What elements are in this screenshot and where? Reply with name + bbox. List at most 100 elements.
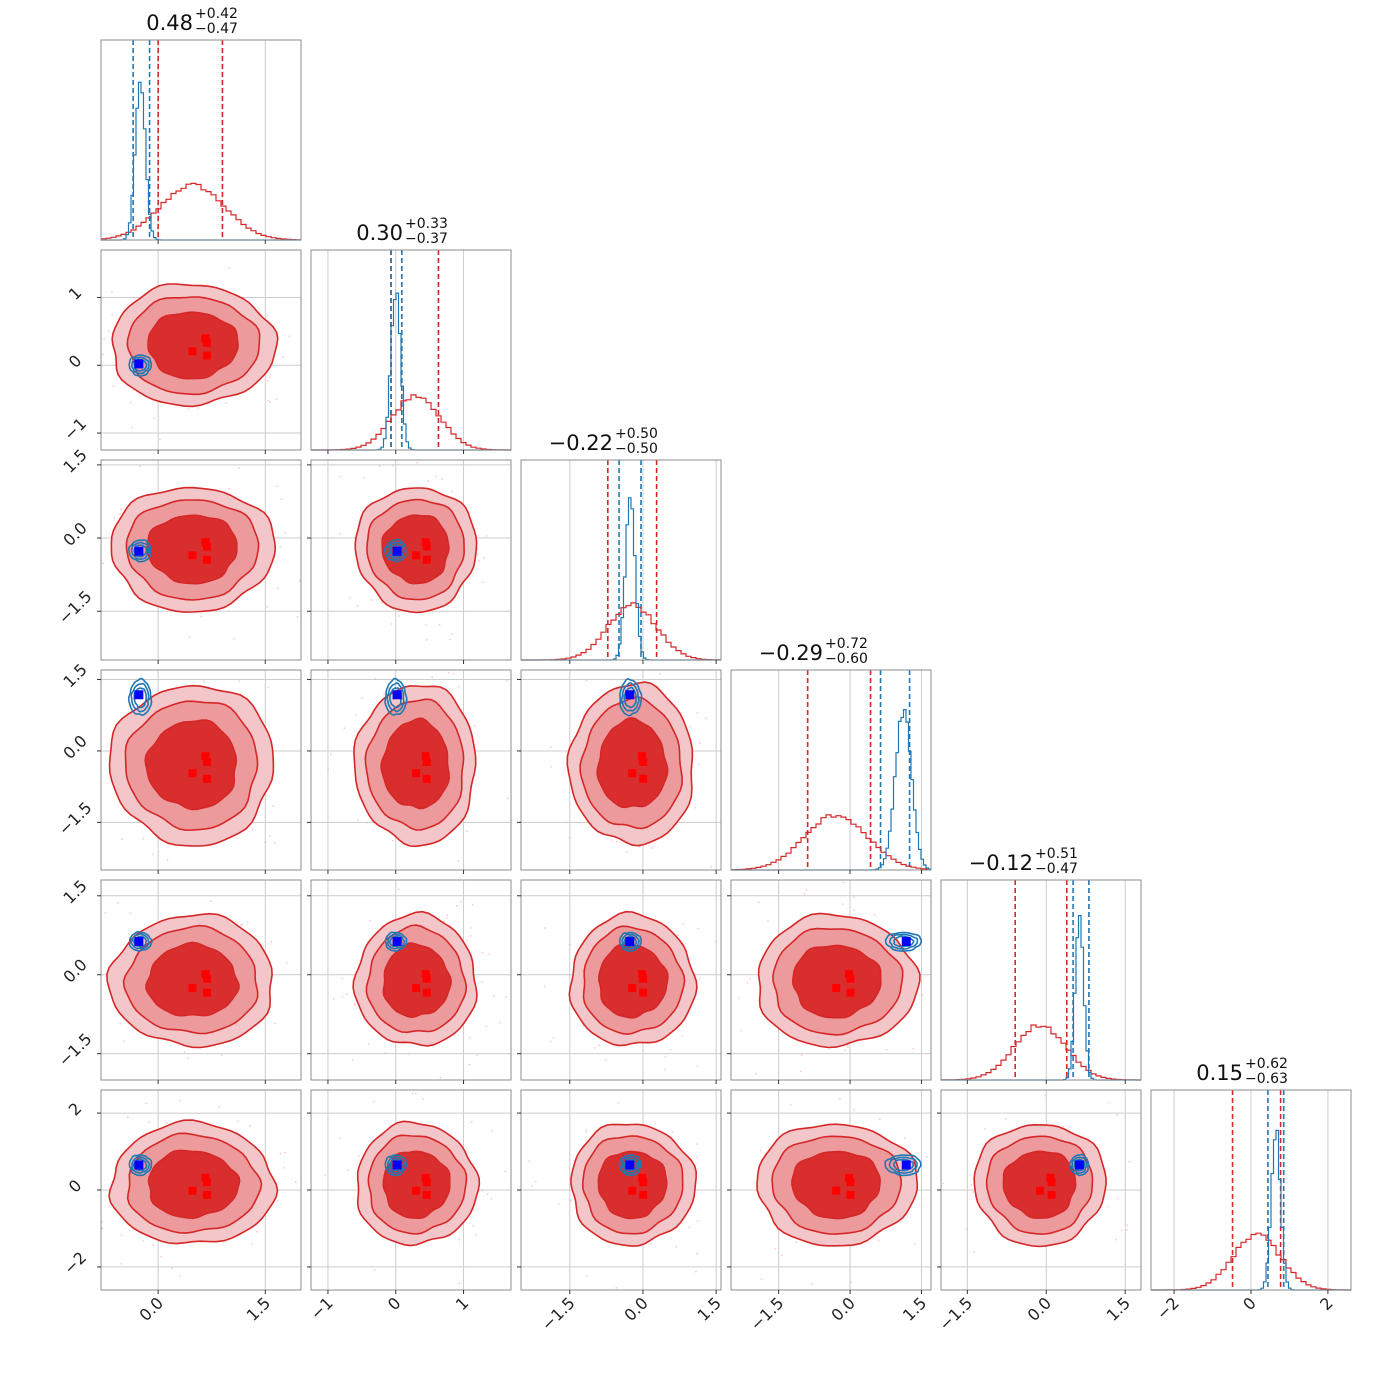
sample-point-2-0-59 xyxy=(284,531,286,534)
sample-point-2-1-66 xyxy=(427,480,429,482)
marker-red-3-0-0 xyxy=(188,769,197,778)
sample-point-4-3-41 xyxy=(800,1070,802,1073)
sample-point-5-2-1 xyxy=(585,1129,587,1131)
sample-point-4-1-62 xyxy=(481,981,483,984)
sample-point-1-0-82 xyxy=(266,379,269,382)
panel-frame-4-4 xyxy=(940,879,1142,1081)
sample-point-4-2-29 xyxy=(543,985,546,988)
xtick-label-1-0: −1 xyxy=(307,1293,337,1323)
sample-point-1-0-35 xyxy=(197,407,200,409)
sample-point-4-1-52 xyxy=(407,1053,410,1055)
sample-point-5-0-47 xyxy=(126,1116,129,1119)
marker-blue-3-2 xyxy=(625,690,635,700)
sample-point-4-3-59 xyxy=(842,881,845,884)
sample-point-3-1-56 xyxy=(361,696,363,699)
sample-point-3-1-40 xyxy=(438,884,440,886)
xtick-label-3-1: 0.0 xyxy=(827,1293,858,1324)
sample-point-4-3-26 xyxy=(873,913,876,916)
sample-point-1-0-10 xyxy=(267,399,269,402)
sample-point-4-3-39 xyxy=(912,1047,914,1050)
ytick-label-1-1: 0 xyxy=(65,351,86,372)
sample-point-1-0-16 xyxy=(111,314,114,316)
sample-point-4-2-71 xyxy=(684,943,687,945)
sample-point-1-0-81 xyxy=(112,385,115,388)
sample-point-4-1-4 xyxy=(439,1076,442,1079)
sample-point-1-0-59 xyxy=(187,407,190,410)
sample-point-5-0-46 xyxy=(81,1117,83,1119)
panel-content-3-1 xyxy=(311,661,537,886)
sample-point-2-1-39 xyxy=(348,597,351,600)
sample-point-5-4-12 xyxy=(1062,1125,1065,1128)
marker-red-4-2-3 xyxy=(638,970,647,979)
sample-point-4-2-83 xyxy=(651,872,653,874)
sample-point-4-0-54 xyxy=(94,919,96,921)
sample-point-4-2-82 xyxy=(696,1065,699,1067)
title-5: 0.15 +0.62−0.63 xyxy=(1196,1056,1288,1087)
sample-point-2-1-55 xyxy=(441,478,443,480)
ytick-label-2-2: 1.5 xyxy=(59,445,90,476)
contour-blue-4-2-2 xyxy=(618,931,643,952)
sample-point-2-0-72 xyxy=(277,587,279,590)
marker-red-3-2-0 xyxy=(628,769,637,778)
sample-point-2-1-53 xyxy=(381,601,383,604)
sample-point-5-1-25 xyxy=(422,1098,425,1100)
contour-blue-4-1-2 xyxy=(384,931,408,952)
sample-point-4-3-15 xyxy=(908,951,910,954)
sample-point-4-0-63 xyxy=(240,924,242,926)
panel-content-1-1 xyxy=(327,250,465,450)
sample-point-5-3-79 xyxy=(774,1247,777,1250)
sample-point-5-4-84 xyxy=(1107,1205,1110,1208)
marker-red-2-1-1 xyxy=(422,542,431,551)
sample-point-5-2-67 xyxy=(585,1131,588,1133)
sample-point-5-2-26 xyxy=(688,1226,691,1229)
sample-point-3-2-15 xyxy=(696,711,699,714)
sample-point-3-1-32 xyxy=(330,753,333,756)
sample-point-3-1-88 xyxy=(535,804,537,806)
ytick-label-2-1: 0.0 xyxy=(59,518,90,549)
sample-point-2-1-56 xyxy=(390,623,393,625)
marker-blue-5-2 xyxy=(625,1160,635,1170)
sample-point-5-0-54 xyxy=(170,1267,173,1270)
xtick-label-3-2: 1.5 xyxy=(899,1293,930,1324)
sample-point-4-1-10 xyxy=(459,900,462,903)
sample-point-3-1-52 xyxy=(365,661,367,663)
sample-point-4-2-54 xyxy=(598,1044,600,1047)
title-minus-2: −0.50 xyxy=(615,441,658,457)
sample-point-5-1-46 xyxy=(490,1197,493,1200)
sample-point-3-2-8 xyxy=(610,839,613,841)
sample-point-4-3-77 xyxy=(846,1044,849,1047)
sample-point-5-0-15 xyxy=(142,1240,145,1242)
sample-point-4-1-89 xyxy=(332,997,335,1000)
marker-red-1-0-0 xyxy=(188,347,197,356)
sample-point-5-0-30 xyxy=(218,1105,221,1108)
hist-blue-1 xyxy=(311,292,511,451)
sample-point-5-0-31 xyxy=(88,1231,90,1233)
sample-point-4-3-76 xyxy=(800,1054,803,1056)
sample-point-2-0-39 xyxy=(138,458,140,460)
sample-point-2-0-71 xyxy=(275,485,278,487)
sample-point-3-2-14 xyxy=(585,679,588,682)
sample-point-5-1-20 xyxy=(486,1192,489,1195)
sample-point-3-1-38 xyxy=(343,727,346,729)
marker-red-5-3-1 xyxy=(846,1178,855,1187)
panel-content-4-2 xyxy=(521,872,721,1080)
sample-point-3-1-19 xyxy=(357,819,359,821)
marker-red-3-2-2 xyxy=(639,774,648,783)
marker-red-4-0-0 xyxy=(188,984,197,993)
sample-point-5-0-19 xyxy=(46,1117,48,1119)
sample-point-4-0-48 xyxy=(64,931,66,933)
sample-point-4-0-58 xyxy=(57,1025,59,1027)
sample-point-5-0-11 xyxy=(120,1262,123,1265)
sample-point-2-0-31 xyxy=(120,508,122,511)
contour-red-inner-4-1 xyxy=(382,942,452,1019)
marker-red-4-2-1 xyxy=(639,974,648,983)
marker-red-4-2-0 xyxy=(628,984,637,993)
sample-point-4-3-21 xyxy=(757,901,760,904)
marker-red-3-1-0 xyxy=(412,769,421,778)
sample-point-4-3-13 xyxy=(740,1030,742,1032)
sample-point-5-1-82 xyxy=(504,1170,506,1173)
sample-point-5-0-41 xyxy=(256,1230,259,1233)
marker-red-4-0-3 xyxy=(201,970,210,979)
sample-point-4-3-67 xyxy=(853,896,855,899)
